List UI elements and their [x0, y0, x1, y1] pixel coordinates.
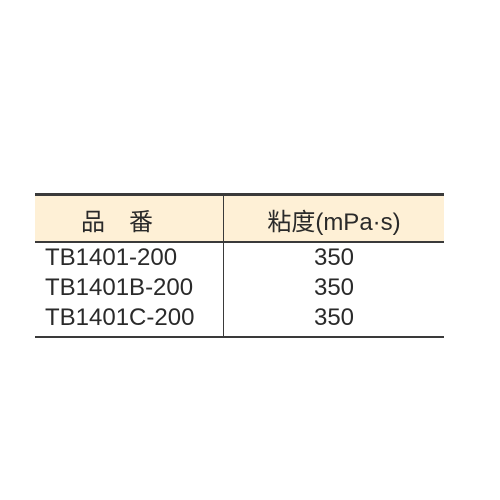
table-row: TB1401-200 350 — [35, 242, 444, 273]
spec-table: 品番 粘度(mPa·s) TB1401-200 350 TB1401B-200 … — [35, 193, 444, 338]
header-row: 品番 粘度(mPa·s) — [35, 194, 444, 242]
spec-table-container: 品番 粘度(mPa·s) TB1401-200 350 TB1401B-200 … — [0, 163, 444, 338]
cell-viscosity: 350 — [224, 273, 445, 303]
cell-code: TB1401C-200 — [35, 303, 224, 337]
table-row: TB1401C-200 350 — [35, 303, 444, 337]
table-row: TB1401B-200 350 — [35, 273, 444, 303]
cell-viscosity: 350 — [224, 242, 445, 273]
cell-code: TB1401-200 — [35, 242, 224, 273]
cell-code: TB1401B-200 — [35, 273, 224, 303]
header-product-code: 品番 — [35, 194, 224, 242]
header-viscosity: 粘度(mPa·s) — [224, 194, 445, 242]
cell-viscosity: 350 — [224, 303, 445, 337]
